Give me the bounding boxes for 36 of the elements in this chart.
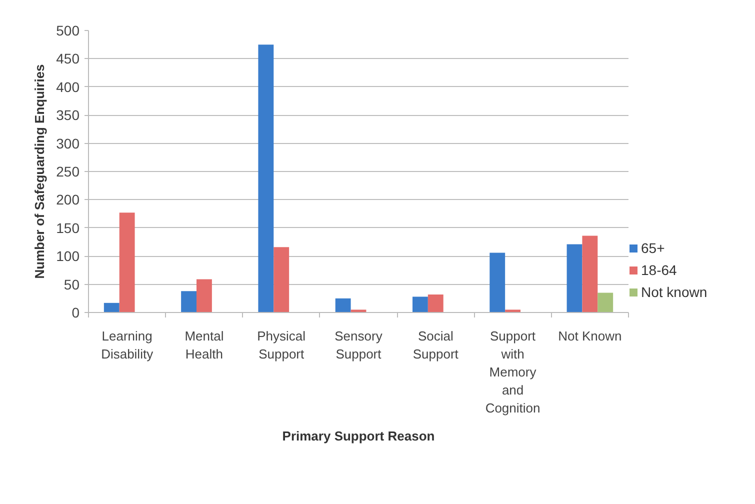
y-tick-label: 0 <box>72 304 80 320</box>
x-axis-title: Primary Support Reason <box>282 428 435 444</box>
bar <box>582 236 598 312</box>
bar <box>490 252 506 312</box>
y-tick-label: 400 <box>56 78 80 95</box>
x-tick-label: Support with Memory and Cognition <box>485 328 540 416</box>
y-tick-label: 50 <box>64 276 80 292</box>
y-tick-label: 200 <box>56 192 80 208</box>
y-axis-title: Number of Safeguarding Enquiries <box>32 64 48 279</box>
y-tick-label: 100 <box>56 248 80 264</box>
y-tick-label: 300 <box>56 135 80 152</box>
bar <box>119 212 135 312</box>
legend-label: 18-64 <box>641 262 677 278</box>
bar <box>274 247 290 312</box>
y-tick-label: 350 <box>56 107 80 124</box>
bar <box>196 279 212 312</box>
bar <box>566 244 582 312</box>
y-tick-label: 450 <box>56 50 80 67</box>
x-tick-label: Social Support <box>412 328 459 362</box>
legend-label: 65+ <box>641 240 665 256</box>
x-tick-label: Physical Support <box>257 328 306 362</box>
y-tick-label: 500 <box>56 22 80 38</box>
x-tick-label: Not Known <box>558 328 622 344</box>
bar <box>428 294 444 312</box>
bar <box>104 302 120 312</box>
legend-label: Not known <box>641 284 708 300</box>
x-tick-label: Mental Health <box>184 328 224 362</box>
y-tick-label: 150 <box>56 220 80 236</box>
bar <box>181 291 196 312</box>
bar <box>335 298 351 312</box>
bar <box>258 44 274 312</box>
bar <box>598 292 614 312</box>
x-tick-label: Sensory Support <box>334 328 383 362</box>
y-tick-label: 250 <box>56 164 80 180</box>
bar <box>412 296 428 312</box>
x-tick-label: Learning Disability <box>101 328 154 362</box>
